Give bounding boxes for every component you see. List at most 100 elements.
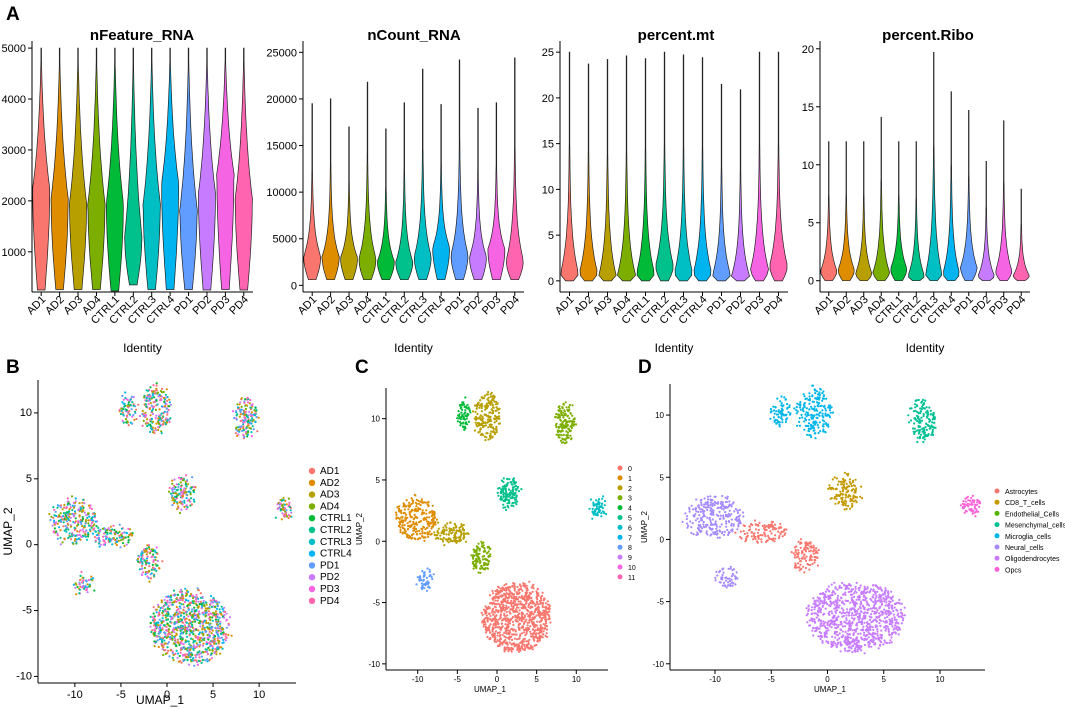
umap-point <box>560 411 563 415</box>
umap-point <box>188 651 191 654</box>
umap-point <box>207 621 210 625</box>
umap-point <box>288 505 291 509</box>
umap-point <box>890 606 893 609</box>
umap-point <box>417 499 420 502</box>
umap-point <box>205 630 208 633</box>
umap-point <box>102 543 105 546</box>
y-tick-label: 20000 <box>266 94 297 106</box>
umap-point <box>173 631 176 634</box>
umap-point <box>186 590 190 594</box>
umap-point <box>249 406 252 409</box>
umap-point <box>166 413 169 416</box>
umap-point <box>846 641 849 644</box>
umap-point <box>87 519 90 522</box>
umap-point <box>187 663 191 666</box>
umap-point <box>528 591 531 594</box>
umap-point <box>147 577 150 580</box>
umap-point <box>503 631 506 635</box>
umap-point <box>566 423 569 427</box>
umap-point <box>192 657 195 660</box>
umap-point <box>903 606 906 609</box>
umap-point <box>192 489 195 492</box>
umap-point <box>145 421 148 424</box>
umap-point <box>191 594 194 597</box>
umap-point <box>506 586 510 589</box>
umap-point <box>85 588 88 592</box>
umap-point <box>242 427 245 430</box>
panel-label-d: D <box>638 357 652 378</box>
umap-point <box>445 533 448 536</box>
umap-point <box>175 611 178 614</box>
umap-point <box>485 614 488 617</box>
umap-point <box>570 438 573 441</box>
umap-point <box>75 538 79 541</box>
umap-point <box>204 601 207 604</box>
legend-swatch <box>308 585 316 593</box>
legend-label: AD1 <box>320 466 340 477</box>
umap-point <box>171 503 174 507</box>
umap-point <box>485 404 488 407</box>
umap-point <box>72 506 76 509</box>
umap-point <box>183 501 186 504</box>
umap-point <box>205 641 208 644</box>
umap-point <box>219 629 223 633</box>
umap-point <box>191 625 194 628</box>
umap-point <box>162 653 165 657</box>
umap-point <box>825 596 828 599</box>
umap-point <box>130 533 133 536</box>
umap-point <box>427 505 430 508</box>
umap-point <box>526 621 529 624</box>
umap-point <box>173 484 176 487</box>
umap-point <box>202 634 205 637</box>
umap-point <box>459 424 462 427</box>
umap-point <box>90 507 93 510</box>
violin-ad3 <box>68 47 88 290</box>
umap-point <box>198 650 201 653</box>
umap-point <box>120 409 123 413</box>
umap-point <box>213 651 216 655</box>
umap-point <box>605 513 608 516</box>
umap-point <box>195 659 198 662</box>
umap-point <box>236 434 239 437</box>
umap-point <box>159 624 162 627</box>
umap-point <box>151 394 154 397</box>
umap-point <box>206 653 209 656</box>
umap-point <box>484 605 487 608</box>
umap-point <box>244 430 247 433</box>
umap-point <box>544 627 547 630</box>
umap-point <box>114 533 117 536</box>
umap-point <box>152 612 155 615</box>
umap-point <box>558 436 561 439</box>
y-tick-label: 3000 <box>2 145 26 157</box>
umap-point <box>883 608 886 611</box>
umap-point <box>215 607 219 610</box>
umap-point <box>74 497 77 500</box>
umap-point <box>49 518 52 522</box>
umap-point <box>484 421 487 424</box>
umap-point <box>518 637 521 640</box>
umap-point <box>841 625 845 628</box>
umap-point <box>873 612 876 615</box>
umap-point <box>230 634 233 637</box>
umap-point <box>191 476 194 479</box>
umap-point <box>178 643 181 647</box>
umap-point <box>569 429 573 432</box>
umap-point <box>187 608 190 612</box>
umap-point <box>489 400 492 403</box>
umap-point <box>485 552 489 555</box>
umap-point <box>154 623 157 627</box>
umap-point <box>177 615 180 618</box>
umap-point <box>54 510 57 513</box>
umap-point <box>88 504 91 507</box>
umap-point <box>845 584 848 587</box>
umap-point <box>81 576 84 579</box>
umap-point <box>191 596 195 600</box>
violin-plot-percent-ribo: percent.Ribo05101520AD1AD2AD3AD4CTRL1CTR… <box>802 27 1030 355</box>
umap-point <box>459 525 462 528</box>
umap-point <box>173 635 176 638</box>
y-tick-label: -5 <box>22 605 32 617</box>
umap-point <box>398 517 401 521</box>
y-tick-label: 0 <box>808 276 814 288</box>
umap-point <box>566 434 570 437</box>
umap-point <box>189 645 192 648</box>
